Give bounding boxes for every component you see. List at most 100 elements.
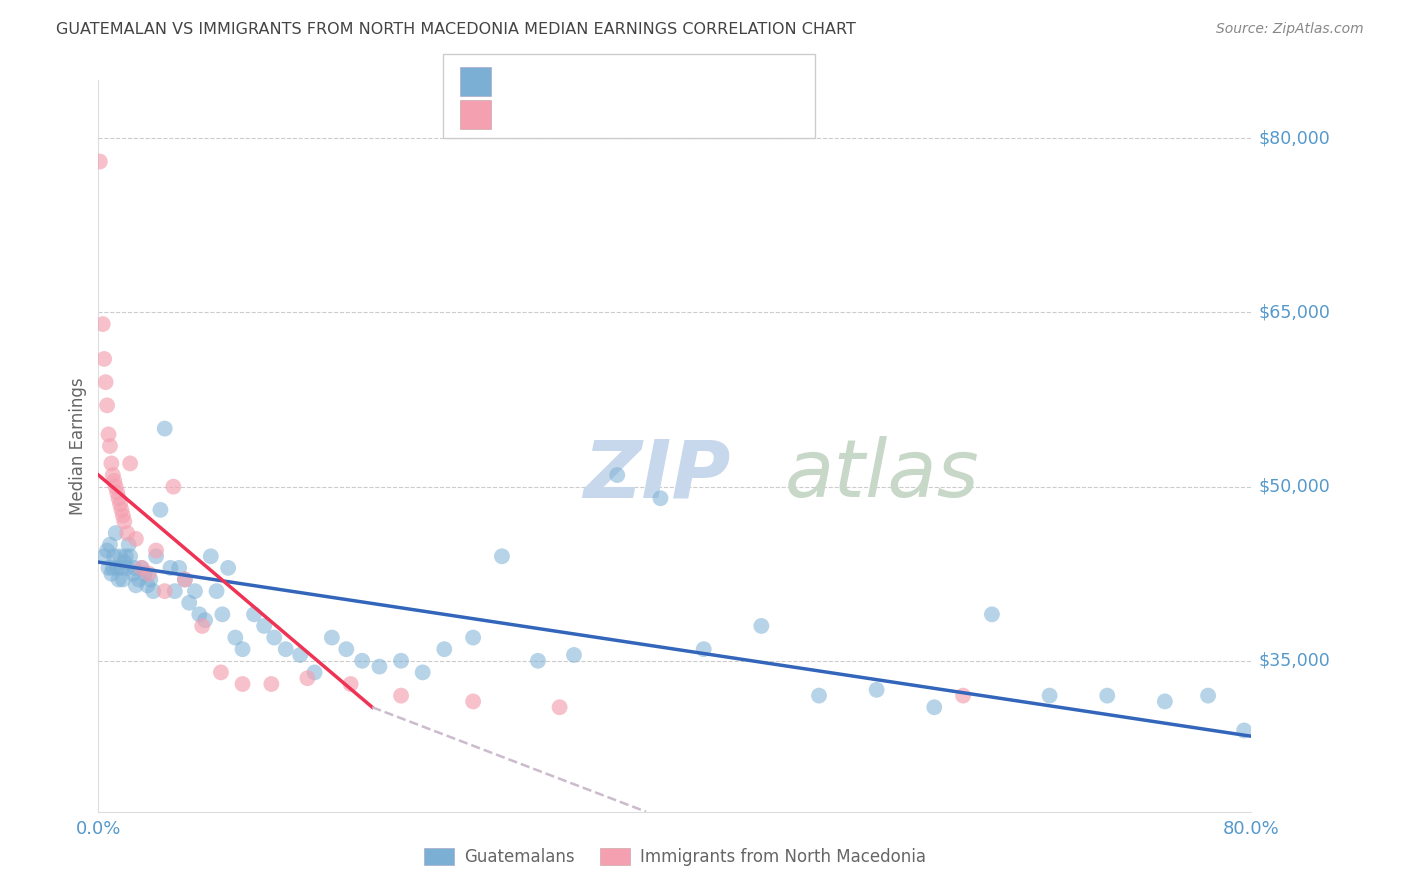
- Text: R =: R =: [505, 105, 541, 124]
- Point: [606, 468, 628, 483]
- Point: [174, 573, 197, 587]
- Point: [163, 584, 186, 599]
- Point: [104, 480, 127, 494]
- Point: [120, 549, 142, 564]
- Text: -0.352: -0.352: [544, 72, 603, 91]
- Point: [389, 689, 412, 703]
- Point: [562, 648, 585, 662]
- Point: [97, 561, 120, 575]
- Point: [131, 561, 153, 575]
- Point: [260, 677, 283, 691]
- Point: [184, 584, 207, 599]
- Point: [159, 561, 181, 575]
- Text: ZIP: ZIP: [582, 436, 730, 515]
- Point: [1038, 689, 1062, 703]
- Point: [231, 642, 254, 657]
- Point: [153, 421, 176, 435]
- Point: [211, 607, 233, 622]
- Point: [1097, 689, 1119, 703]
- Point: [297, 671, 319, 685]
- Point: [922, 700, 945, 714]
- Point: [274, 642, 297, 657]
- Point: [162, 480, 184, 494]
- Point: [96, 398, 118, 412]
- Point: [138, 566, 160, 581]
- Point: [194, 613, 217, 627]
- Point: [952, 689, 974, 703]
- Point: [217, 561, 239, 575]
- Point: [412, 665, 434, 680]
- Text: N =: N =: [610, 72, 658, 91]
- Point: [101, 468, 124, 483]
- Point: [650, 491, 672, 506]
- Point: [105, 561, 128, 575]
- Point: [200, 549, 222, 564]
- Point: [339, 677, 361, 691]
- Point: [179, 596, 201, 610]
- Point: [1233, 723, 1256, 738]
- Text: $65,000: $65,000: [1258, 303, 1330, 321]
- Point: [167, 561, 190, 575]
- Text: -0.380: -0.380: [544, 105, 603, 124]
- Point: [527, 654, 550, 668]
- Point: [142, 584, 165, 599]
- Point: [111, 573, 134, 587]
- Point: [149, 503, 172, 517]
- Point: [352, 654, 374, 668]
- Point: [111, 508, 134, 523]
- Point: [491, 549, 513, 564]
- Point: [321, 631, 343, 645]
- Point: [122, 566, 145, 581]
- Text: Source: ZipAtlas.com: Source: ZipAtlas.com: [1216, 22, 1364, 37]
- Point: [107, 573, 129, 587]
- Point: [100, 457, 122, 471]
- Y-axis label: Median Earnings: Median Earnings: [69, 377, 87, 515]
- Point: [110, 561, 132, 575]
- Point: [335, 642, 357, 657]
- Text: 74: 74: [664, 72, 688, 91]
- Point: [104, 526, 127, 541]
- Text: $50,000: $50,000: [1258, 477, 1330, 496]
- Point: [94, 375, 117, 389]
- Point: [807, 689, 830, 703]
- Text: 37: 37: [664, 105, 688, 124]
- Point: [103, 474, 125, 488]
- Point: [89, 154, 111, 169]
- Point: [101, 561, 124, 575]
- Point: [174, 573, 197, 587]
- Point: [191, 619, 214, 633]
- Point: [981, 607, 1004, 622]
- Point: [105, 485, 128, 500]
- Point: [134, 566, 156, 581]
- Point: [98, 538, 121, 552]
- Point: [118, 538, 141, 552]
- Point: [263, 631, 285, 645]
- Text: GUATEMALAN VS IMMIGRANTS FROM NORTH MACEDONIA MEDIAN EARNINGS CORRELATION CHART: GUATEMALAN VS IMMIGRANTS FROM NORTH MACE…: [56, 22, 856, 37]
- Point: [368, 659, 391, 673]
- Point: [224, 631, 246, 645]
- Point: [91, 317, 114, 331]
- Point: [209, 665, 232, 680]
- Point: [124, 561, 146, 575]
- Point: [433, 642, 456, 657]
- Point: [205, 584, 228, 599]
- Point: [107, 491, 129, 506]
- Point: [108, 497, 131, 511]
- Point: [290, 648, 312, 662]
- Point: [1153, 694, 1175, 708]
- Point: [131, 561, 153, 575]
- Point: [866, 682, 889, 697]
- Point: [125, 578, 148, 592]
- Text: $80,000: $80,000: [1258, 129, 1330, 147]
- Point: [461, 631, 484, 645]
- Point: [100, 566, 122, 581]
- Point: [231, 677, 254, 691]
- Point: [548, 700, 571, 714]
- Point: [108, 549, 131, 564]
- Point: [93, 351, 115, 366]
- Text: R =: R =: [505, 72, 541, 91]
- Point: [112, 515, 135, 529]
- Point: [128, 573, 150, 587]
- Point: [693, 642, 716, 657]
- Point: [136, 578, 159, 592]
